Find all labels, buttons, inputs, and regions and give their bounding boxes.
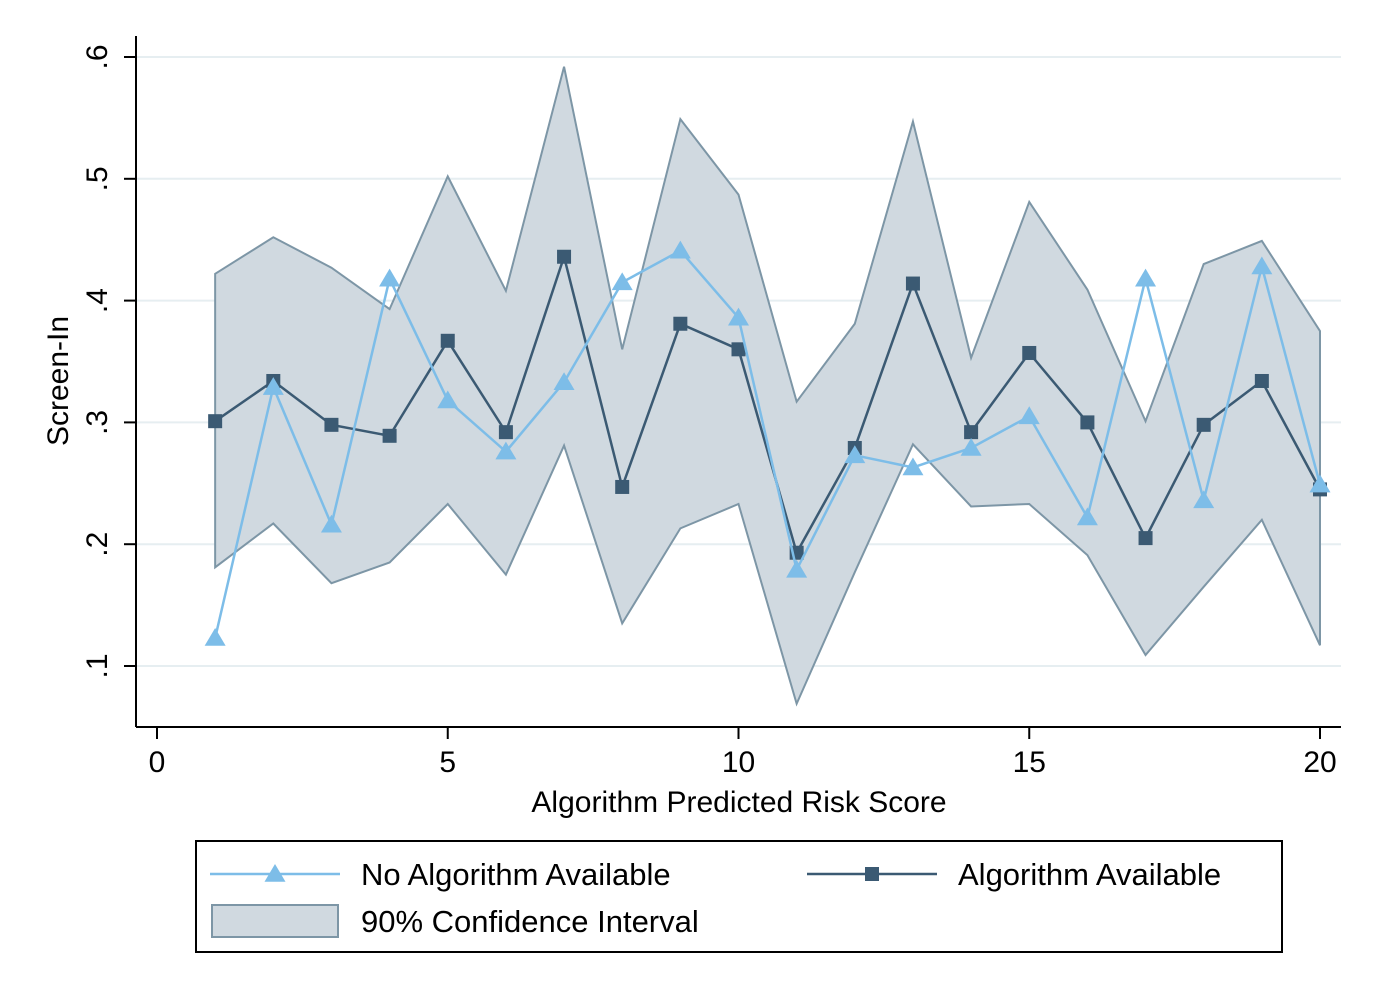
marker-triangle-5 [437, 390, 459, 409]
marker-square-4 [382, 428, 397, 443]
marker-triangle-16 [1076, 507, 1098, 526]
marker-square-18 [1196, 417, 1211, 432]
marker-square-16 [1080, 415, 1095, 430]
marker-triangle-10 [728, 307, 749, 326]
marker-triangle-18 [1193, 490, 1215, 509]
legend-marker-triangle [264, 864, 286, 882]
legend-label-no-algorithm: No Algorithm Available [361, 857, 671, 892]
marker-triangle-12 [844, 445, 866, 464]
y-tick-label-4: .5 [81, 166, 114, 191]
marker-triangle-15 [1018, 406, 1040, 425]
marker-square-8 [615, 479, 630, 494]
marker-square-10 [731, 342, 746, 357]
marker-triangle-1 [204, 627, 226, 646]
marker-triangle-8 [611, 272, 633, 291]
marker-triangle-7 [553, 372, 575, 391]
legend-box [195, 840, 1283, 953]
confidence-band [214, 66, 1321, 707]
marker-triangle-11 [786, 559, 808, 578]
series-line-1 [214, 252, 1322, 556]
y-tick-label-3: .4 [81, 288, 114, 313]
y-tick-label-5: .6 [81, 44, 114, 69]
marker-triangle-4 [379, 268, 401, 287]
marker-square-3 [324, 417, 339, 432]
marker-square-17 [1138, 531, 1153, 546]
marker-square-9 [673, 316, 688, 331]
x-tick-label-2: 10 [722, 746, 755, 779]
marker-triangle-6 [495, 441, 517, 460]
marker-triangle-9 [669, 240, 691, 259]
x-tick-label-4: 20 [1303, 746, 1336, 779]
y-tick-label-2: .3 [81, 410, 114, 435]
marker-square-1 [208, 414, 223, 429]
series-lines [204, 240, 1331, 646]
x-tick-label-0: 0 [149, 746, 166, 779]
marker-square-5 [440, 333, 455, 348]
series-no-algorithm [204, 240, 1331, 646]
legend-label-ci: 90% Confidence Interval [361, 904, 699, 939]
legend-swatch-ci [211, 904, 339, 938]
x-tick-label-3: 15 [1013, 746, 1046, 779]
y-axis-title: Screen-In [42, 316, 75, 446]
legend-marker-square [865, 867, 879, 881]
marker-square-6 [498, 425, 513, 440]
marker-triangle-20 [1309, 474, 1331, 493]
series-line-0 [213, 249, 1322, 639]
marker-square-19 [1254, 373, 1269, 388]
confidence-interval-band [214, 66, 1321, 707]
marker-square-13 [905, 276, 920, 291]
marker-triangle-3 [320, 514, 342, 533]
marker-square-7 [557, 249, 572, 264]
marker-triangle-13 [902, 457, 924, 476]
marker-square-15 [1022, 345, 1037, 360]
legend-label-algorithm: Algorithm Available [958, 857, 1221, 892]
y-tick-label-0: .1 [81, 653, 114, 678]
marker-triangle-14 [960, 437, 982, 456]
x-axis-title: Algorithm Predicted Risk Score [531, 786, 946, 819]
legend-item-no-algorithm [210, 864, 340, 882]
axes: .1 .2 .3 .4 .5 .6 0 5 10 15 20 [81, 36, 1341, 779]
marker-triangle-17 [1135, 268, 1157, 287]
marker-triangle-2 [262, 377, 284, 395]
legend-item-algorithm [807, 867, 937, 881]
legend: No Algorithm Available Algorithm Availab… [195, 840, 1283, 953]
x-tick-label-1: 5 [439, 746, 456, 779]
marker-triangle-19 [1251, 256, 1273, 275]
y-tick-label-1: .2 [81, 532, 114, 557]
marker-square-14 [964, 425, 979, 440]
